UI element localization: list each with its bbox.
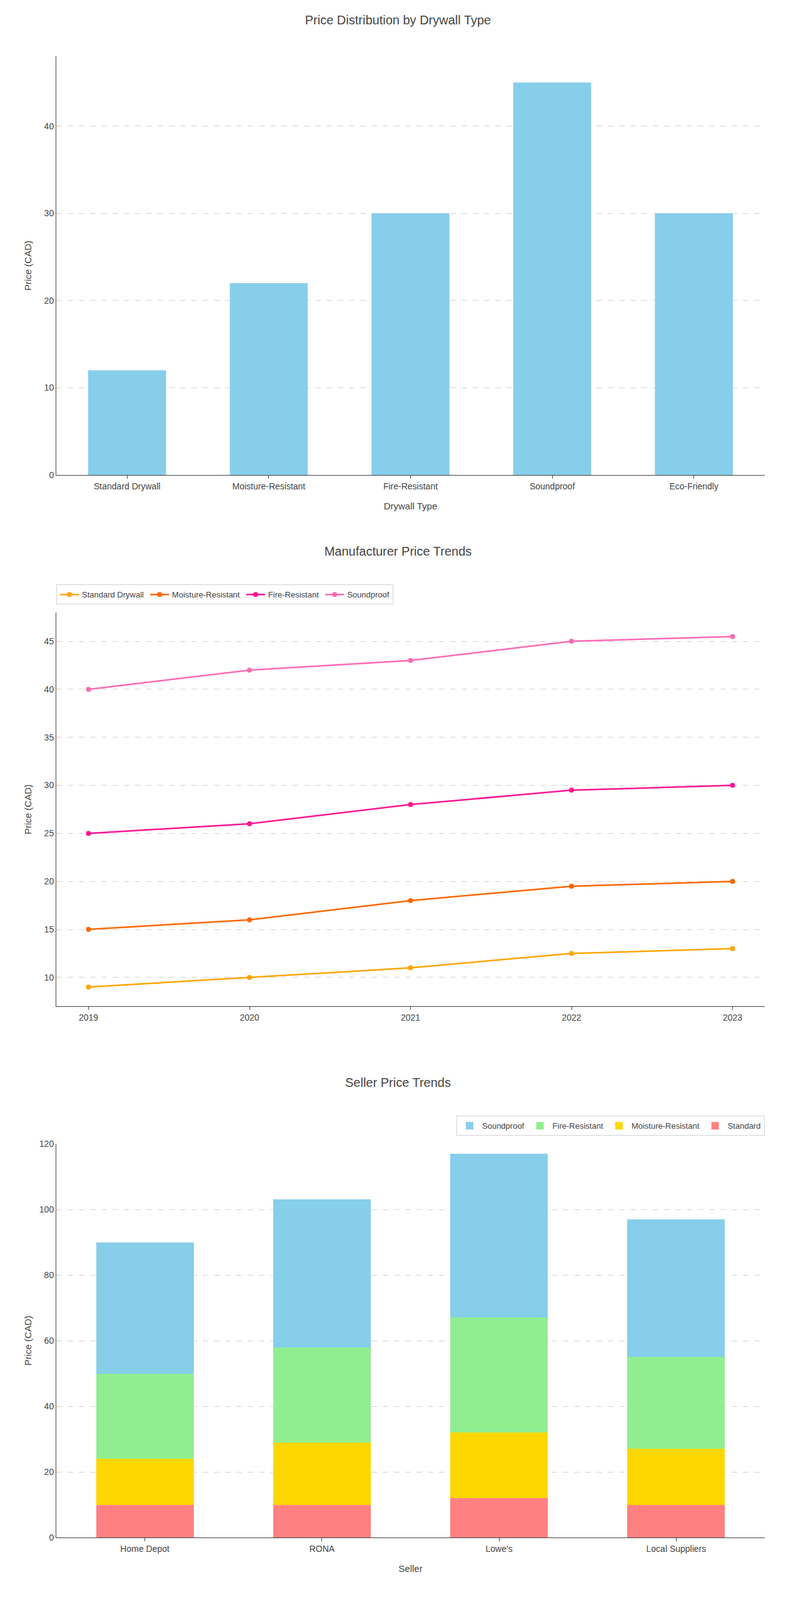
svg-text:60: 60 — [44, 1336, 55, 1347]
svg-text:30: 30 — [44, 780, 55, 791]
svg-text:Seller Price Trends: Seller Price Trends — [345, 1076, 451, 1090]
svg-text:Drywall Type: Drywall Type — [383, 500, 438, 512]
svg-text:20: 20 — [44, 295, 55, 306]
svg-text:45: 45 — [44, 636, 55, 647]
svg-text:Fire-Resistant: Fire-Resistant — [552, 1121, 604, 1132]
svg-text:Home Depot: Home Depot — [120, 1544, 170, 1555]
svg-text:Price (CAD): Price (CAD) — [22, 240, 34, 291]
svg-text:RONA: RONA — [309, 1544, 336, 1555]
svg-text:25: 25 — [44, 828, 55, 839]
svg-text:20: 20 — [44, 1467, 55, 1478]
svg-text:120: 120 — [39, 1139, 55, 1150]
svg-text:40: 40 — [44, 684, 55, 695]
svg-text:Manufacturer Price Trends: Manufacturer Price Trends — [324, 544, 473, 559]
svg-text:Moisture-Resistant: Moisture-Resistant — [631, 1121, 700, 1132]
svg-text:Standard Drywall: Standard Drywall — [81, 590, 144, 600]
svg-text:0: 0 — [48, 1533, 54, 1544]
svg-text:Price (CAD): Price (CAD) — [22, 1316, 34, 1367]
svg-text:Soundproof: Soundproof — [529, 481, 576, 492]
svg-text:Fire-Resistant: Fire-Resistant — [383, 481, 438, 492]
svg-text:80: 80 — [44, 1270, 55, 1281]
svg-text:40: 40 — [44, 121, 55, 132]
svg-text:2019: 2019 — [78, 1012, 99, 1023]
svg-text:35: 35 — [44, 732, 55, 743]
svg-text:2023: 2023 — [722, 1012, 743, 1023]
svg-text:2021: 2021 — [400, 1012, 421, 1023]
svg-text:20: 20 — [44, 876, 55, 887]
svg-text:0: 0 — [48, 470, 54, 481]
svg-text:40: 40 — [44, 1401, 55, 1412]
svg-text:2020: 2020 — [239, 1012, 259, 1023]
svg-text:Moisture-Resistant: Moisture-Resistant — [232, 481, 306, 492]
svg-text:Standard: Standard — [727, 1121, 761, 1132]
svg-text:Seller: Seller — [398, 1563, 423, 1575]
svg-text:Price Distribution by Drywall: Price Distribution by Drywall Type — [305, 13, 492, 27]
svg-text:100: 100 — [39, 1204, 55, 1215]
svg-text:Soundproof: Soundproof — [482, 1121, 525, 1132]
svg-text:2022: 2022 — [561, 1012, 581, 1023]
svg-text:Lowe's: Lowe's — [485, 1544, 513, 1555]
svg-text:10: 10 — [44, 382, 55, 393]
svg-text:30: 30 — [44, 208, 55, 219]
svg-text:10: 10 — [44, 972, 55, 983]
svg-text:Standard Drywall: Standard Drywall — [93, 481, 161, 492]
svg-text:Eco-Friendly: Eco-Friendly — [669, 481, 719, 492]
svg-text:15: 15 — [44, 924, 55, 935]
svg-text:Moisture-Resistant: Moisture-Resistant — [171, 590, 241, 600]
svg-text:Fire-Resistant: Fire-Resistant — [268, 590, 319, 600]
svg-text:Soundproof: Soundproof — [347, 590, 390, 600]
svg-text:Price (CAD): Price (CAD) — [22, 784, 34, 835]
svg-text:Local Suppliers: Local Suppliers — [646, 1544, 707, 1555]
